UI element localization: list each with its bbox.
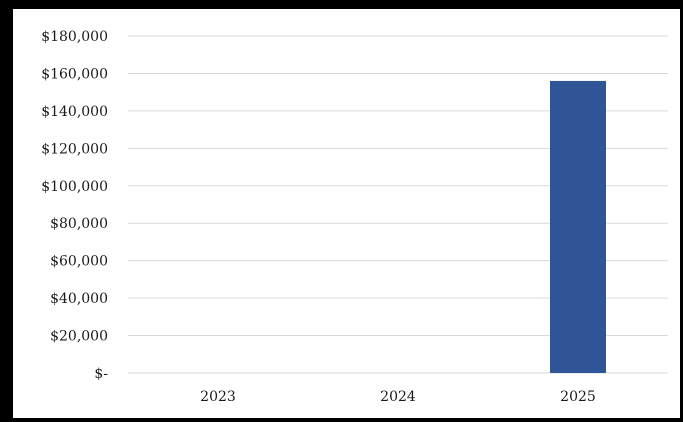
y-tick-label: $120,000 [41,141,108,157]
y-tick-label: $140,000 [41,104,108,120]
y-tick-label: $40,000 [50,291,108,307]
y-tick-label: $180,000 [41,29,108,45]
bars [550,80,606,373]
x-axis-tick-labels: 2023 2024 2025 [200,389,596,405]
y-tick-label: $- [94,366,108,382]
x-tick-label: 2023 [200,389,236,405]
x-tick-label: 2025 [560,389,596,405]
y-tick-label: $100,000 [41,179,108,195]
y-tick-label: $60,000 [50,254,108,270]
bar-2025 [550,80,606,373]
x-tick-label: 2024 [380,389,416,405]
y-tick-label: $160,000 [41,66,108,82]
y-tick-label: $80,000 [50,216,108,232]
y-axis-tick-labels: $- $20,000 $40,000 $60,000 $80,000 $100,000 $1… [41,29,108,382]
y-tick-label: $20,000 [50,329,108,345]
